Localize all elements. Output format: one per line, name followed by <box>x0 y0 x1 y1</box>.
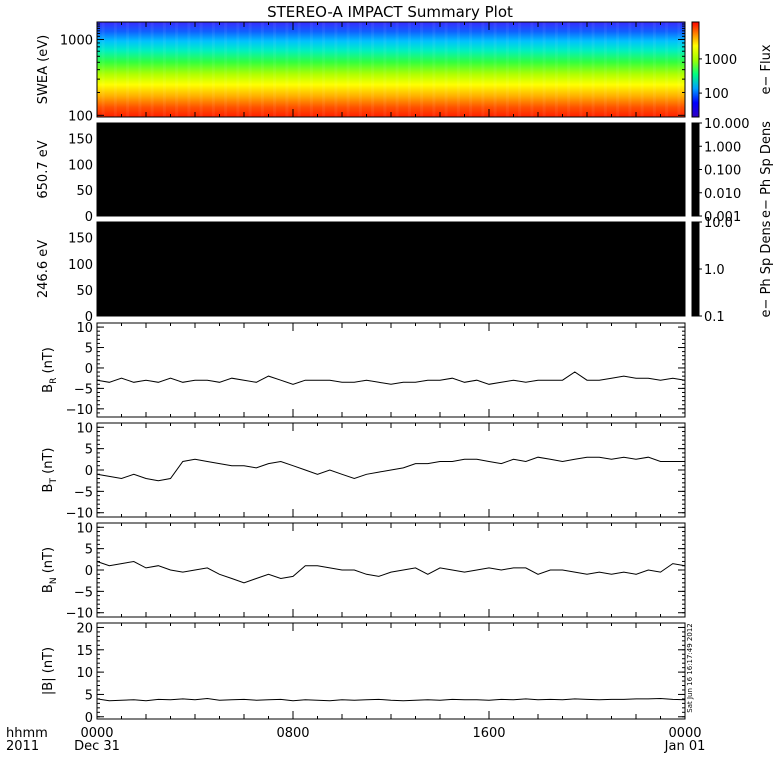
bn-ylabel-sub: N <box>49 577 59 584</box>
bt-ytick-label: 0 <box>85 464 93 479</box>
pad650-colorbar-tick-label: 0.001 <box>704 210 741 225</box>
time-tick-label: 1600 <box>472 726 505 741</box>
pad246-colorbar-label: e− Ph Sp Dens <box>759 220 774 317</box>
br-ylabel-unit: (nT) <box>41 347 56 377</box>
panel-br: BR (nT) −10 −5 0 5 10 <box>41 321 686 418</box>
pad650-ytick-label: 150 <box>68 133 93 148</box>
bt-ylabel-unit: (nT) <box>41 448 56 478</box>
pad650-colorbar-tick-label: 1.000 <box>704 140 741 155</box>
pad246-ytick-label: 100 <box>68 258 93 273</box>
bmag-frame <box>96 622 686 720</box>
panel-swea: 100 1000 e− Flux SWEA (eV) 100 1000 <box>36 21 774 124</box>
time-tick-label: 0000 <box>80 726 113 741</box>
bt-ylabel-sub: T <box>49 478 59 485</box>
bt-ytick-label: 5 <box>85 443 93 458</box>
pad650-spectrogram <box>97 123 685 216</box>
panel-bn: BN (nT) −10 −5 0 5 10 <box>41 521 686 622</box>
swea-colorbar <box>691 21 700 118</box>
pad246-colorbar-tick-label: 1.0 <box>704 263 725 278</box>
swea-colorbar-tick-label: 100 <box>704 87 729 102</box>
br-ytick-label: 5 <box>85 342 93 357</box>
br-ytick-label: −5 <box>74 382 93 397</box>
panel-pad246: 10.0 1.0 0.1 e− Ph Sp Dens 246.6 eV 0 50 100 150 <box>36 216 774 325</box>
swea-ytick-label: 1000 <box>60 33 93 48</box>
time-tick-label: 0800 <box>276 726 309 741</box>
bmag-series-line <box>96 697 686 702</box>
pad650-ytick-label: 100 <box>68 158 93 173</box>
pad650-colorbar-label: e− Ph Sp Dens <box>759 121 774 218</box>
pad650-colorbar-tick-label: 0.100 <box>704 164 741 179</box>
plot-title: STEREO-A IMPACT Summary Plot <box>267 3 513 21</box>
pad246-ytick-label: 0 <box>85 310 93 325</box>
bmag-ytick-label: 5 <box>85 688 93 703</box>
bmag-ylabel-main: |B| <box>41 677 56 695</box>
panel-bmag: |B| (nT) 0 5 10 15 20 <box>41 621 686 726</box>
pad650-colorbar-tick-label: 10.000 <box>704 117 750 132</box>
pad246-colorbar-tick-label: 10.0 <box>704 216 733 231</box>
bt-series-line <box>96 456 685 482</box>
bn-ytick-label: 10 <box>76 521 93 536</box>
br-frame <box>96 322 686 418</box>
pad650-colorbar-tick-label: 0.010 <box>704 187 741 202</box>
pad650-colorbar <box>691 122 700 217</box>
bmag-ytick-label: 0 <box>85 711 93 726</box>
panel-pad650: 10.000 1.000 0.100 0.010 0.001 e− Ph Sp Dens 6… <box>36 117 774 225</box>
br-ylabel-sub: R <box>49 378 59 384</box>
bn-ylabel-unit: (nT) <box>41 547 56 577</box>
date-tick-label: Dec 31 <box>74 739 120 754</box>
panel-bt: BT (nT) −10 −5 0 5 10 <box>41 421 686 522</box>
br-ylabel: BR (nT) <box>41 347 59 393</box>
swea-spectrogram <box>97 22 685 117</box>
time-axis-corner-bottom: 2011 <box>6 739 39 754</box>
bn-series-line <box>96 560 686 584</box>
bn-ytick-label: −5 <box>74 585 93 600</box>
pad246-ylabel: 246.6 eV <box>36 240 51 298</box>
bn-ylabel: BN (nT) <box>41 547 59 593</box>
bmag-ylabel: |B| (nT) <box>41 647 56 695</box>
swea-ytick-label: 100 <box>68 109 93 124</box>
bmag-ytick-label: 15 <box>76 644 93 659</box>
swea-colorbar-tick-label: 1000 <box>704 53 737 68</box>
bn-ytick-label: −10 <box>66 607 93 622</box>
swea-colorbar-label: e− Flux <box>759 44 774 94</box>
swea-ylabel: SWEA (eV) <box>36 35 51 104</box>
time-tick-label: 0000 <box>668 726 701 741</box>
pad246-ytick-label: 150 <box>68 232 93 247</box>
bt-ytick-label: 10 <box>76 421 93 436</box>
bt-ytick-label: −10 <box>66 507 93 522</box>
bmag-ylabel-unit: (nT) <box>41 647 56 677</box>
br-ytick-label: −10 <box>66 403 93 418</box>
bt-ylabel: BT (nT) <box>41 448 59 493</box>
pad650-ylabel: 650.7 eV <box>36 140 51 198</box>
pad650-ytick-label: 0 <box>85 210 93 225</box>
bn-ytick-label: 5 <box>85 543 93 558</box>
bn-frame <box>96 522 686 618</box>
pad246-colorbar <box>691 221 700 317</box>
br-ylabel-main: B <box>41 384 56 393</box>
pad246-spectrogram <box>97 222 685 316</box>
br-series-line <box>96 371 686 385</box>
br-ytick-label: 0 <box>85 362 93 377</box>
bn-ylabel-main: B <box>41 584 56 593</box>
date-tick-label: Jan 01 <box>664 739 706 754</box>
bt-ylabel-main: B <box>41 484 56 493</box>
pad246-colorbar-tick-label: 0.1 <box>704 310 725 325</box>
pad650-ytick-label: 50 <box>76 184 93 199</box>
bmag-ytick-label: 10 <box>76 666 93 681</box>
pad246-ytick-label: 50 <box>76 284 93 299</box>
bt-ytick-label: −5 <box>74 485 93 500</box>
bmag-ytick-label: 20 <box>76 621 93 636</box>
bn-ytick-label: 0 <box>85 564 93 579</box>
timestamp: Sat Jun 16 16:17:49 2012 <box>686 623 694 712</box>
time-axis-corner-top: hhmm <box>6 726 48 741</box>
br-ytick-label: 10 <box>76 321 93 336</box>
